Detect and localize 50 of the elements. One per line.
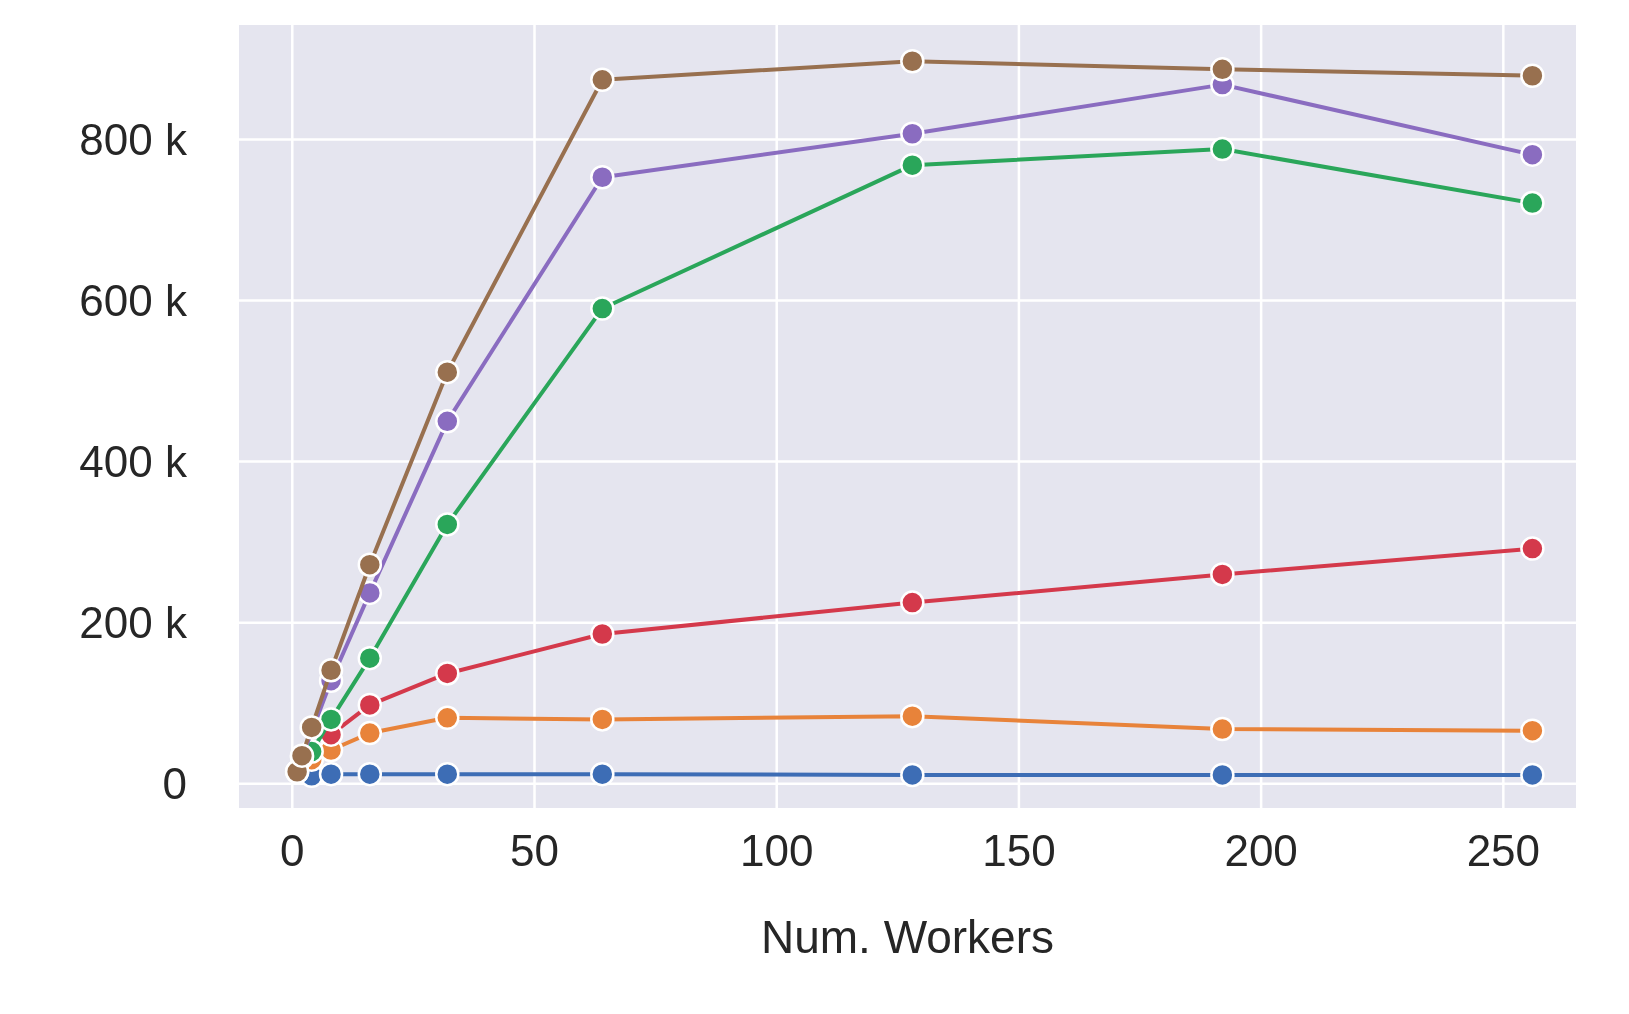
point: [435, 359, 460, 385]
point: [357, 552, 383, 577]
x-tick-label: 100: [740, 826, 814, 875]
point: [435, 409, 460, 434]
point: [1210, 57, 1235, 82]
x-tick-label: 150: [982, 826, 1056, 875]
x-tick-label: 200: [1224, 826, 1298, 875]
point: [357, 720, 383, 746]
point: [1210, 762, 1235, 788]
x-axis-title: Num. Workers: [760, 911, 1055, 963]
point: [435, 661, 460, 686]
point: [590, 165, 615, 190]
x-tick-label: 250: [1466, 826, 1541, 875]
point: [900, 703, 925, 729]
x-tick-label: 0: [280, 826, 305, 875]
y-tick-label: 400 k: [79, 437, 188, 487]
point: [318, 761, 344, 787]
point: [1520, 762, 1545, 788]
point: [900, 590, 925, 615]
point: [590, 621, 615, 647]
x-tick-label: 50: [510, 826, 559, 875]
point: [1520, 536, 1545, 561]
point: [900, 152, 925, 178]
y-tick-label: 200 k: [79, 598, 188, 648]
point: [318, 658, 344, 683]
point: [1210, 716, 1235, 742]
point: [318, 707, 344, 732]
point: [900, 49, 925, 74]
point: [590, 707, 615, 732]
point: [435, 512, 460, 537]
point: [590, 296, 615, 321]
y-tick-label: 600 k: [79, 275, 188, 325]
point: [900, 762, 925, 788]
y-tick-label: 800 k: [79, 114, 188, 164]
point: [299, 715, 324, 740]
point: [590, 761, 615, 787]
point: [1520, 142, 1545, 167]
point: [357, 645, 383, 671]
point: [357, 761, 383, 787]
point: [1210, 562, 1235, 587]
point: [1520, 190, 1545, 216]
point: [900, 121, 925, 146]
point: [357, 692, 383, 718]
point: [590, 67, 615, 93]
point: [435, 705, 460, 731]
y-tick-label: 0: [162, 759, 187, 809]
point: [1520, 718, 1545, 743]
point: [435, 761, 460, 787]
point: [1520, 63, 1545, 88]
point: [1210, 136, 1235, 162]
